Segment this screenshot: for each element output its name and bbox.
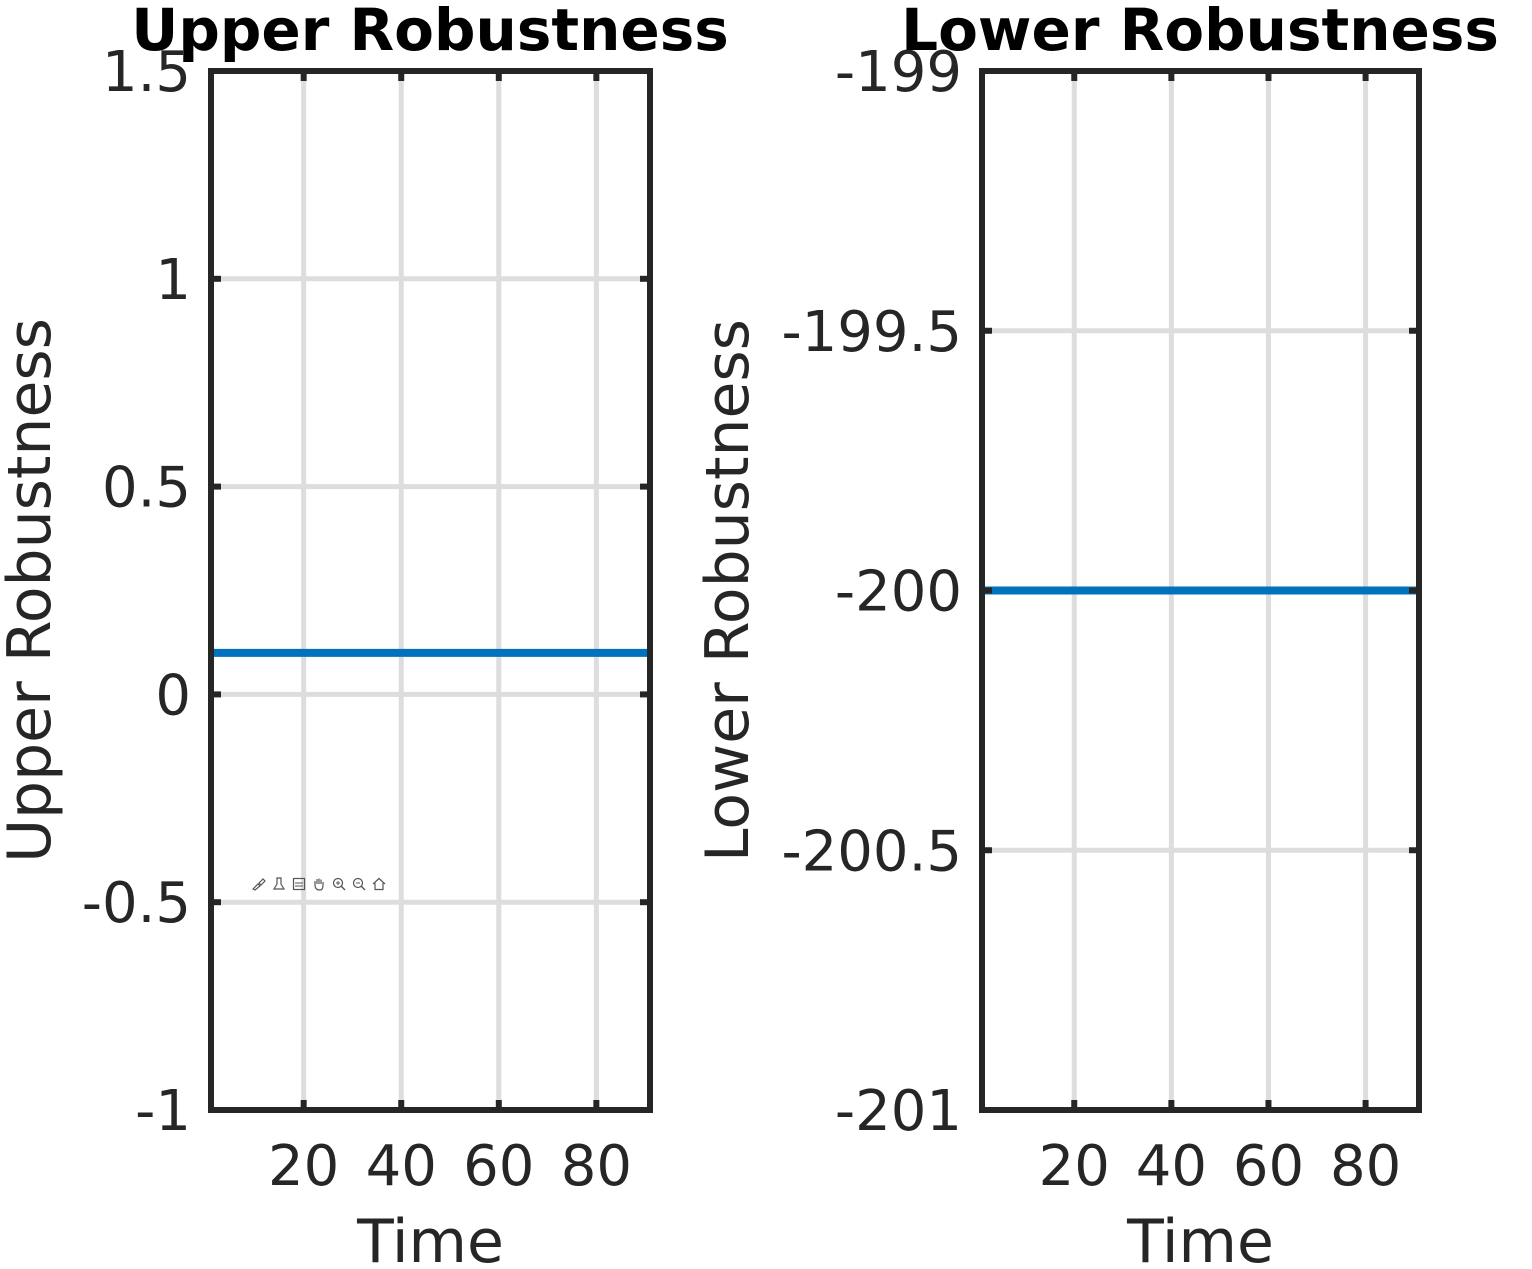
- y-tick-label: 0.5: [102, 456, 191, 521]
- y-tick-label: 1: [155, 248, 191, 313]
- y-tick-label: -199.5: [781, 300, 962, 365]
- y-tick-label: -201: [835, 1079, 962, 1144]
- y-tick-label: -200.5: [781, 819, 962, 884]
- x-tick-label: 40: [1136, 1134, 1207, 1199]
- y-tick-label: 1.5: [102, 40, 191, 105]
- brush-icon[interactable]: [250, 875, 268, 893]
- y-axis-label: Lower Robustness: [693, 319, 763, 862]
- x-axis-label: Time: [356, 1207, 504, 1269]
- chart-title: Lower Robustness: [901, 0, 1499, 64]
- x-tick-label: 60: [463, 1134, 534, 1199]
- x-tick-label: 80: [1330, 1134, 1401, 1199]
- axis-frame: [208, 68, 653, 1113]
- y-axis-label: Upper Robustness: [0, 318, 65, 863]
- zoom-in-icon[interactable]: [330, 875, 348, 893]
- y-tick-label: -199: [835, 40, 962, 105]
- legend-icon[interactable]: [290, 875, 308, 893]
- datatip-icon[interactable]: [270, 875, 288, 893]
- chart-title: Upper Robustness: [131, 0, 729, 64]
- y-tick-label: -200: [835, 560, 962, 625]
- y-tick-label: -0.5: [82, 871, 191, 936]
- y-tick-label: 0: [155, 663, 191, 728]
- x-tick-label: 60: [1233, 1134, 1304, 1199]
- home-icon[interactable]: [370, 875, 388, 893]
- x-axis-label: Time: [1126, 1207, 1274, 1269]
- x-tick-label: 40: [366, 1134, 437, 1199]
- x-tick-label: 80: [561, 1134, 632, 1199]
- axes-toolbar: [250, 875, 388, 893]
- y-tick-label: -1: [135, 1079, 191, 1144]
- x-tick-label: 20: [268, 1134, 339, 1199]
- zoom-out-icon[interactable]: [350, 875, 368, 893]
- x-tick-label: 20: [1039, 1134, 1110, 1199]
- pan-icon[interactable]: [310, 875, 328, 893]
